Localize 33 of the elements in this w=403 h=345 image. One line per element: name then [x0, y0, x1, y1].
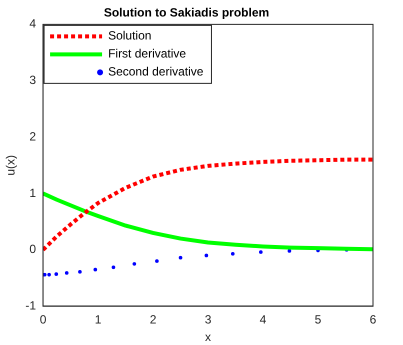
chart-title: Solution to Sakiadis problem	[104, 6, 270, 20]
x-axis-title: x	[205, 330, 212, 344]
point	[259, 250, 263, 254]
point	[47, 272, 51, 276]
point	[94, 268, 98, 272]
point	[230, 252, 235, 256]
point	[288, 249, 292, 253]
point	[112, 266, 116, 270]
point	[155, 259, 159, 263]
x-tick-label: 0	[40, 312, 47, 327]
x-tick-label: 4	[260, 312, 267, 327]
point	[78, 270, 82, 274]
line-series	[43, 158, 373, 252]
y-tick-label: 2	[29, 129, 36, 144]
x-tick-label: 2	[150, 312, 157, 327]
x-tick-label: 3	[204, 312, 212, 327]
point	[64, 271, 69, 275]
point	[178, 256, 182, 260]
legend-label: Second derivative	[108, 64, 204, 79]
legend-label: Solution	[108, 28, 152, 43]
y-tick-label: -1	[25, 298, 36, 313]
point	[54, 272, 58, 276]
x-tick-label: 5	[314, 312, 322, 327]
x-tick-label: 1	[94, 312, 102, 327]
legend-label: First derivative	[108, 46, 186, 61]
y-tick-label: 3	[29, 73, 36, 88]
point	[132, 262, 136, 266]
x-tick-label: 6	[370, 312, 377, 327]
y-axis-title: u(x)	[4, 154, 18, 176]
point	[204, 254, 208, 258]
y-tick-label: 1	[29, 186, 36, 200]
y-tick-label: 0	[29, 242, 36, 256]
y-tick-label: 4	[29, 16, 36, 31]
